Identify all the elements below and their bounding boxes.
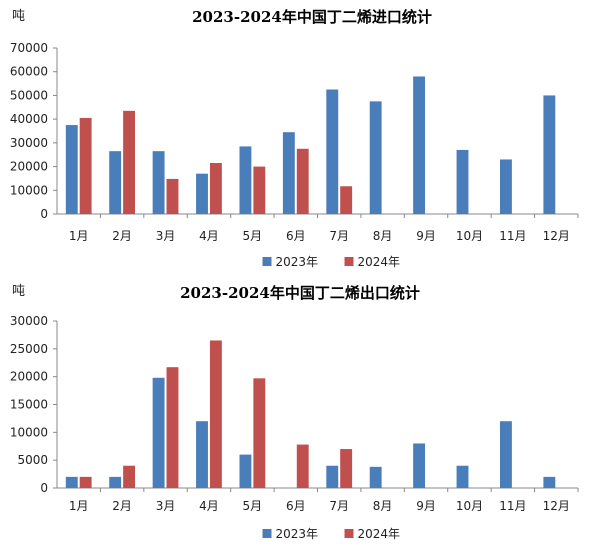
x-tick-label: 6月 <box>286 229 306 243</box>
y-axis-unit-label: 吨 <box>12 9 25 24</box>
chart-title: 2023-2024年中国丁二烯出口统计 <box>180 284 420 302</box>
y-tick-label: 20000 <box>10 160 48 174</box>
x-tick-label: 9月 <box>416 229 436 243</box>
x-tick-label: 11月 <box>499 499 526 513</box>
bar-2023 <box>456 149 469 214</box>
y-tick-label: 0 <box>40 207 48 221</box>
bar-2023 <box>109 476 122 488</box>
y-tick-label: 50000 <box>10 88 48 102</box>
x-tick-label: 7月 <box>329 499 349 513</box>
bar-2023 <box>282 132 295 214</box>
bar-2024 <box>123 465 136 488</box>
bar-2023 <box>369 101 382 214</box>
bar-2023 <box>543 95 556 214</box>
x-tick-label: 3月 <box>156 499 176 513</box>
y-tick-label: 30000 <box>10 136 48 150</box>
bar-2023 <box>499 159 512 214</box>
bar-2023 <box>369 466 382 488</box>
bar-2024 <box>166 367 179 488</box>
x-tick-label: 11月 <box>499 229 526 243</box>
bar-2024 <box>209 340 222 488</box>
legend-label-2023: 2023年 <box>276 527 319 541</box>
bar-2024 <box>123 110 136 214</box>
bar-2024 <box>340 186 353 214</box>
y-tick-label: 40000 <box>10 112 48 126</box>
legend-label-2024: 2024年 <box>358 255 401 269</box>
x-tick-label: 8月 <box>373 229 393 243</box>
bar-2023 <box>65 125 78 214</box>
x-tick-label: 6月 <box>286 499 306 513</box>
bar-2023 <box>326 89 339 214</box>
bar-2023 <box>456 465 469 488</box>
bar-2023 <box>152 377 165 488</box>
bar-2024 <box>340 449 353 488</box>
bar-2024 <box>296 444 309 488</box>
bar-2024 <box>209 163 222 214</box>
y-tick-label: 25000 <box>10 342 48 356</box>
bar-2023 <box>239 146 252 214</box>
legend-swatch-2023 <box>262 529 272 538</box>
import-chart: 2023-2024年中国丁二烯进口统计 吨 0 10000 20000 30000 4000… <box>10 8 579 269</box>
bar-2023 <box>499 421 512 488</box>
bar-2023 <box>196 421 208 488</box>
y-tick-label: 10000 <box>10 425 48 439</box>
y-tick-label: 60000 <box>10 65 48 79</box>
bar-2023 <box>413 76 426 214</box>
bar-2024 <box>253 166 266 214</box>
bar-2024 <box>166 178 179 214</box>
y-tick-label: 5000 <box>17 453 48 467</box>
x-tick-label: 4月 <box>199 229 219 243</box>
bar-2023 <box>239 454 252 488</box>
x-tick-label: 5月 <box>243 229 263 243</box>
x-tick-label: 9月 <box>416 499 436 513</box>
bar-2023 <box>65 476 78 488</box>
y-tick-label: 30000 <box>10 314 48 328</box>
y-tick-label: 15000 <box>10 398 48 412</box>
x-tick-label: 12月 <box>543 499 570 513</box>
x-tick-label: 3月 <box>156 229 176 243</box>
x-tick-label: 7月 <box>329 229 349 243</box>
y-tick-label: 70000 <box>10 41 48 55</box>
chart-title: 2023-2024年中国丁二烯进口统计 <box>192 8 432 26</box>
legend-swatch-2023 <box>262 257 272 266</box>
x-tick-label: 2月 <box>112 499 132 513</box>
legend-label-2023: 2023年 <box>276 255 319 269</box>
x-tick-label: 12月 <box>543 229 570 243</box>
bar-2023 <box>152 151 165 214</box>
x-tick-label: 8月 <box>373 499 393 513</box>
bar-2024 <box>79 117 92 214</box>
export-chart: 2023-2024年中国丁二烯出口统计 吨 0 5000 10000 15000 20000… <box>10 284 579 541</box>
y-tick-label: 0 <box>40 481 48 495</box>
bar-2024 <box>253 378 266 488</box>
bar-2023 <box>543 476 556 488</box>
x-tick-label: 5月 <box>243 499 263 513</box>
y-tick-label: 20000 <box>10 370 48 384</box>
bar-2023 <box>109 151 122 214</box>
bar-2023 <box>326 465 339 488</box>
bar-2023 <box>196 173 208 214</box>
legend-swatch-2024 <box>344 257 354 266</box>
bar-2023 <box>413 443 426 488</box>
x-tick-label: 1月 <box>69 499 89 513</box>
y-tick-label: 10000 <box>10 183 48 197</box>
bar-2024 <box>79 476 92 488</box>
x-tick-label: 10月 <box>456 499 483 513</box>
y-axis-unit-label: 吨 <box>12 284 25 299</box>
legend-swatch-2024 <box>344 529 354 538</box>
x-tick-label: 10月 <box>456 229 483 243</box>
bar-2024 <box>296 148 309 214</box>
x-tick-label: 1月 <box>69 229 89 243</box>
x-tick-label: 2月 <box>112 229 132 243</box>
legend-label-2024: 2024年 <box>358 527 401 541</box>
x-tick-label: 4月 <box>199 499 219 513</box>
